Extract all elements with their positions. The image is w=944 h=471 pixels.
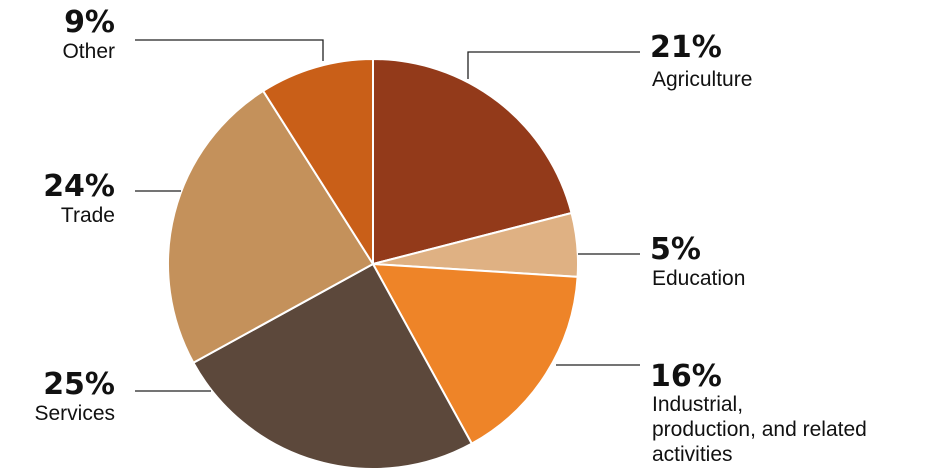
slice-label-trade: 24% Trade (43, 169, 115, 227)
slice-category-line-3: activities (652, 443, 733, 466)
slice-label-other: 9% Other (62, 5, 115, 63)
slice-percent: 25% (43, 367, 115, 402)
slice-percent: 5% (650, 232, 701, 267)
pie-slice-4 (167, 89, 375, 365)
slice-label-agriculture: 21% Agriculture (650, 30, 752, 91)
slice-category: Education (652, 267, 745, 290)
slice-category-line-2: production, and related (652, 418, 867, 441)
pie-slice-3 (192, 262, 474, 470)
slice-category: Other (62, 40, 115, 63)
slice-category: Trade (61, 204, 115, 227)
pie-slice-0 (372, 57, 573, 266)
slice-percent: 21% (650, 30, 722, 65)
slice-category: Agriculture (652, 68, 752, 91)
slice-percent: 24% (43, 169, 115, 204)
slice-label-services: 25% Services (34, 367, 115, 425)
pie-slices (167, 57, 579, 470)
leader-line-other (135, 39, 324, 61)
slice-percent: 9% (64, 5, 115, 40)
slice-label-industrial: 16% Industrial, production, and related … (650, 359, 867, 466)
slice-percent: 16% (650, 359, 722, 394)
slice-label-education: 5% Education (650, 232, 745, 290)
leader-lines (135, 39, 640, 392)
slice-category: Services (34, 402, 115, 425)
pie-slice-2 (371, 262, 579, 445)
leader-line-agriculture (467, 51, 640, 79)
slice-category-line-1: Industrial, (652, 393, 743, 416)
pie-slice-5 (261, 57, 374, 268)
